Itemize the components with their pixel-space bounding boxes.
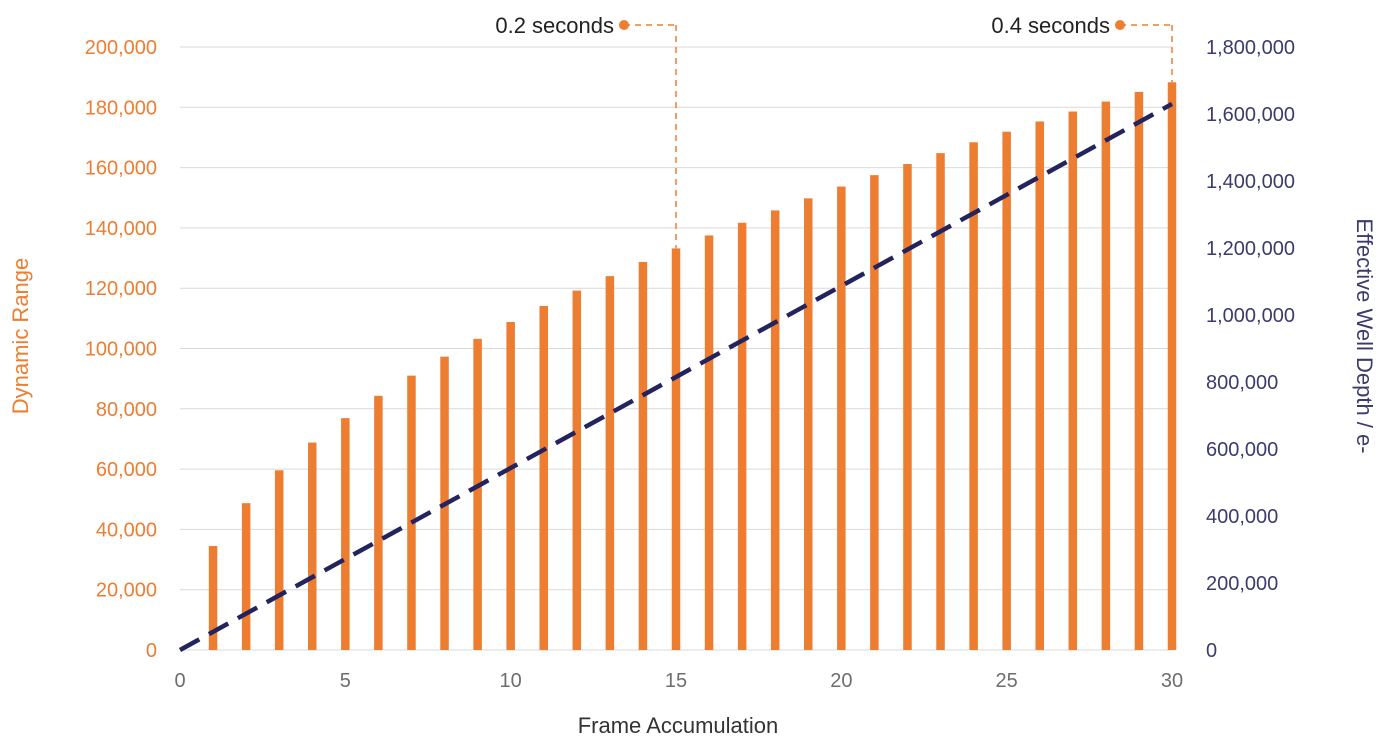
left-tick-label: 80,000	[96, 399, 157, 421]
annotations: 0.2 seconds 0.4 seconds	[495, 13, 1173, 249]
right-tick-label: 1,800,000	[1206, 37, 1295, 59]
bar	[1101, 101, 1111, 650]
right-axis-ticks: 0 200,000 400,000 600,000 800,000 1,000,000 1,…	[1206, 37, 1295, 662]
bar	[1134, 91, 1144, 650]
right-tick-label: 400,000	[1206, 506, 1278, 528]
left-axis-ticks: 0 20,000 40,000 60,000 80,000 100,000 120,000 1…	[85, 37, 157, 662]
x-axis-title: Frame Accumulation	[578, 713, 779, 738]
x-tick-label: 15	[665, 670, 687, 692]
left-tick-label: 40,000	[96, 519, 157, 541]
right-tick-label: 600,000	[1206, 439, 1278, 461]
left-tick-label: 140,000	[85, 218, 157, 240]
bar	[572, 290, 582, 650]
bar	[274, 470, 284, 650]
bar	[539, 305, 548, 650]
left-axis-title: Dynamic Range	[8, 258, 33, 415]
bar	[936, 153, 945, 651]
right-tick-label: 1,200,000	[1206, 238, 1295, 260]
bar	[241, 503, 251, 650]
bar	[638, 261, 648, 650]
right-axis-title: Effective Well Depth / e-	[1352, 218, 1377, 453]
left-tick-label: 180,000	[85, 97, 157, 119]
bar	[704, 235, 714, 650]
left-tick-label: 20,000	[96, 580, 157, 602]
annotation-dot	[619, 20, 629, 30]
line-series	[178, 101, 1174, 652]
bar	[804, 198, 813, 650]
x-axis-ticks: 0 5 10 15 20 25 30	[174, 670, 1183, 692]
bar	[1068, 111, 1078, 650]
right-tick-label: 200,000	[1206, 573, 1278, 595]
bar	[903, 163, 912, 650]
right-tick-label: 1,400,000	[1206, 171, 1295, 193]
annotation-label: 0.4 seconds	[991, 13, 1110, 38]
left-tick-label: 200,000	[85, 37, 157, 59]
bar	[374, 395, 383, 650]
annotation-label: 0.2 seconds	[495, 13, 614, 38]
right-tick-label: 1,600,000	[1206, 104, 1295, 126]
bar	[837, 186, 846, 651]
bar	[770, 210, 780, 650]
left-tick-label: 100,000	[85, 339, 157, 361]
right-tick-label: 1,000,000	[1206, 305, 1295, 327]
bar	[407, 375, 416, 650]
x-tick-label: 5	[340, 670, 351, 692]
right-tick-label: 0	[1206, 640, 1217, 662]
annotation-dot	[1115, 20, 1125, 30]
x-tick-label: 30	[1161, 670, 1183, 692]
x-tick-label: 0	[174, 670, 185, 692]
bar	[341, 418, 350, 650]
bar	[208, 545, 218, 650]
left-tick-label: 160,000	[85, 158, 157, 180]
x-tick-label: 10	[500, 670, 522, 692]
bar	[969, 142, 978, 651]
bar	[870, 175, 879, 650]
left-tick-label: 60,000	[96, 459, 157, 481]
x-tick-label: 20	[830, 670, 852, 692]
bar	[473, 338, 482, 650]
well-depth-line	[178, 101, 1174, 652]
bar	[308, 442, 317, 650]
x-tick-label: 25	[996, 670, 1018, 692]
left-tick-label: 120,000	[85, 278, 157, 300]
bar	[1035, 121, 1044, 650]
bar	[1002, 131, 1011, 650]
left-tick-label: 0	[146, 640, 157, 662]
bar	[605, 276, 615, 650]
bar	[737, 222, 747, 650]
bar	[1167, 82, 1177, 650]
bar	[506, 321, 515, 650]
right-tick-label: 800,000	[1206, 372, 1278, 394]
bar	[671, 248, 681, 651]
